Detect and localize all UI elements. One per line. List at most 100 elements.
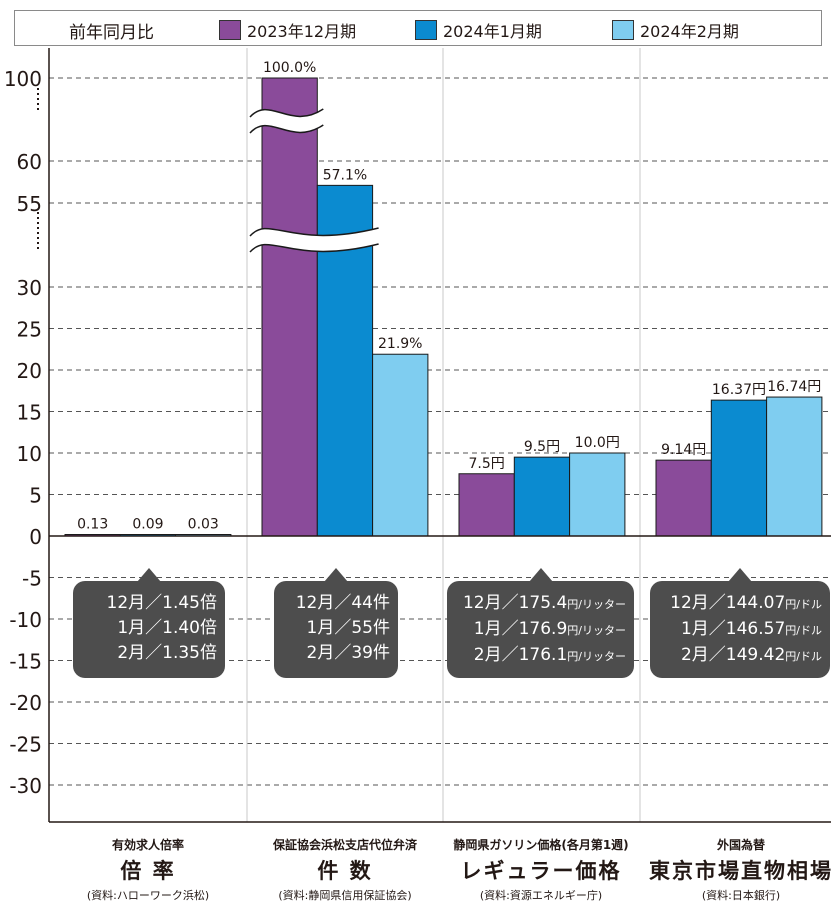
y-tick-label: -20: [9, 691, 42, 715]
category-title: 東京市場直物相場: [649, 859, 831, 883]
callout-line: 1月／146.57円/ドル: [658, 617, 822, 643]
callout-0: 12月／1.45倍 1月／1.40倍 2月／1.35倍: [73, 568, 225, 678]
data-label: 100.0%: [263, 60, 316, 76]
callout-value: 2月／149.42: [680, 645, 786, 665]
callout-1: 12月／44件 1月／55件 2月／39件: [274, 568, 398, 678]
category-label-0: 有効求人倍率倍 率 (資料:ハローワーク浜松): [53, 836, 243, 903]
legend-label-2024-01: 2024年1月期: [443, 22, 542, 41]
axis-break-wave-upper-bottom: [249, 124, 324, 134]
y-tick-label: -15: [9, 650, 42, 674]
category-title: 倍 率: [120, 859, 176, 883]
data-label: 0.13: [77, 517, 108, 533]
y-tick-label: -5: [22, 567, 42, 591]
y-tick-label: 0: [29, 525, 42, 549]
category-name: 有効求人倍率: [111, 838, 184, 852]
legend-label-2024-02: 2024年2月期: [640, 22, 739, 41]
legend-swatch-2024-01: [415, 20, 437, 40]
data-label: 0.03: [188, 517, 219, 533]
category-label-1: 保証協会浜松支店代位弁済件 数 (資料:静岡県信用保証協会): [250, 836, 440, 903]
y-tick-label: -10: [9, 608, 42, 632]
data-label: 10.0円: [575, 435, 620, 451]
legend-item-2024-01: 2024年1月期: [415, 18, 542, 42]
y-tick-label: 25: [17, 318, 42, 342]
bar-1-2: [372, 353, 429, 537]
legend-item-2024-02: 2024年2月期: [612, 18, 739, 42]
callout-line: 2月／176.1円/リッター: [455, 643, 626, 669]
data-label: 0.09: [132, 517, 163, 533]
category-title: 件 数: [317, 859, 373, 883]
axis-break-wave-upper-top: [249, 108, 324, 118]
y-tick-label: -30: [9, 774, 42, 798]
axis-break-wave-lower-top: [249, 227, 379, 237]
y-tick-label: -25: [9, 733, 42, 757]
callout-line: 12月／1.45倍: [81, 591, 217, 616]
axis-break-wave-lower-bottom: [249, 243, 379, 253]
legend: 前年同月比 2023年12月期 2024年1月期 2024年2月期: [14, 10, 822, 46]
legend-swatch-2024-02: [612, 20, 634, 40]
category-label-3: 外国為替東京市場直物相場 (資料:日本銀行): [646, 836, 831, 903]
y-tick-label: 60: [17, 150, 42, 174]
data-label: 16.74円: [767, 379, 821, 395]
bar-3-2: [766, 396, 823, 537]
callout-value: 12月／144.07: [670, 593, 786, 613]
y-tick-label: 5: [29, 484, 42, 508]
callout-value: 2月／39件: [306, 643, 390, 663]
category-source: (資料:日本銀行): [701, 889, 781, 902]
callout-3: 12月／144.07円/ドル 1月／146.57円/ドル 2月／149.42円/ドル: [650, 568, 830, 678]
bar-3-0: [655, 459, 712, 537]
data-label: 9.14円: [661, 442, 706, 458]
legend-swatch-2023-12: [219, 20, 241, 40]
axis-break-wave-upper-fill: [250, 109, 324, 133]
y-tick-label: 30: [17, 276, 42, 300]
y-tick-label: 100: [4, 67, 42, 91]
callout-value: 1月／55件: [306, 618, 390, 638]
bar-1-0: [261, 77, 318, 537]
y-tick-label: 10: [17, 442, 42, 466]
category-label-2: 静岡県ガソリン価格(各月第1週) レギュラー価格 (資料:資源エネルギー庁): [446, 836, 636, 903]
callout-line: 2月／149.42円/ドル: [658, 643, 822, 669]
callout-value: 12月／44件: [295, 593, 390, 613]
callout-unit: 円/リッター: [567, 624, 626, 637]
callout-value: 1月／146.57: [680, 619, 786, 639]
data-label: 7.5円: [469, 456, 505, 472]
callout-value: 12月／175.4: [462, 593, 568, 613]
callout-value: 1月／176.9: [473, 619, 568, 639]
bar-2-0: [458, 473, 515, 537]
callout-line: 1月／1.40倍: [81, 616, 217, 641]
y-tick-label: 20: [17, 359, 42, 383]
bar-2-1: [513, 456, 571, 537]
data-label: 21.9%: [378, 336, 422, 352]
bar-3-1: [710, 399, 768, 537]
legend-item-2023-12: 2023年12月期: [219, 18, 356, 42]
bar-2-2: [569, 452, 626, 537]
y-tick-label: 15: [17, 401, 42, 425]
callout-value: 1月／1.40倍: [117, 618, 217, 638]
data-label: 16.37円: [712, 382, 766, 398]
callout-value: 2月／1.35倍: [117, 643, 217, 663]
category-title: レギュラー価格: [460, 859, 622, 883]
category-source: (資料:資源エネルギー庁): [479, 889, 603, 902]
callout-line: 2月／1.35倍: [81, 641, 217, 666]
callout-value: 2月／176.1: [473, 645, 568, 665]
callout-line: 12月／44件: [282, 591, 390, 616]
category-name: 保証協会浜松支店代位弁済: [272, 838, 417, 852]
callout-2: 12月／175.4円/リッター 1月／176.9円/リッター 2月／176.1円/リ…: [447, 568, 634, 678]
callout-line: 1月／55件: [282, 616, 390, 641]
category-source: (資料:静岡県信用保証協会): [278, 889, 412, 902]
category-name: 外国為替: [716, 838, 765, 852]
callout-unit: 円/リッター: [567, 598, 626, 611]
callout-line: 1月／176.9円/リッター: [455, 617, 626, 643]
legend-title: 前年同月比: [69, 23, 154, 43]
callout-line: 2月／39件: [282, 641, 390, 666]
callout-value: 12月／1.45倍: [106, 593, 217, 613]
data-label: 57.1%: [323, 167, 367, 183]
callout-line: 12月／175.4円/リッター: [455, 591, 626, 617]
callout-unit: 円/ドル: [785, 650, 822, 663]
category-source: (資料:ハローワーク浜松): [86, 889, 210, 902]
data-label: 9.5円: [524, 439, 560, 455]
callout-unit: 円/ドル: [785, 598, 822, 611]
category-name: 静岡県ガソリン価格(各月第1週): [453, 838, 629, 852]
callout-unit: 円/ドル: [785, 624, 822, 637]
legend-label-2023-12: 2023年12月期: [247, 22, 357, 41]
